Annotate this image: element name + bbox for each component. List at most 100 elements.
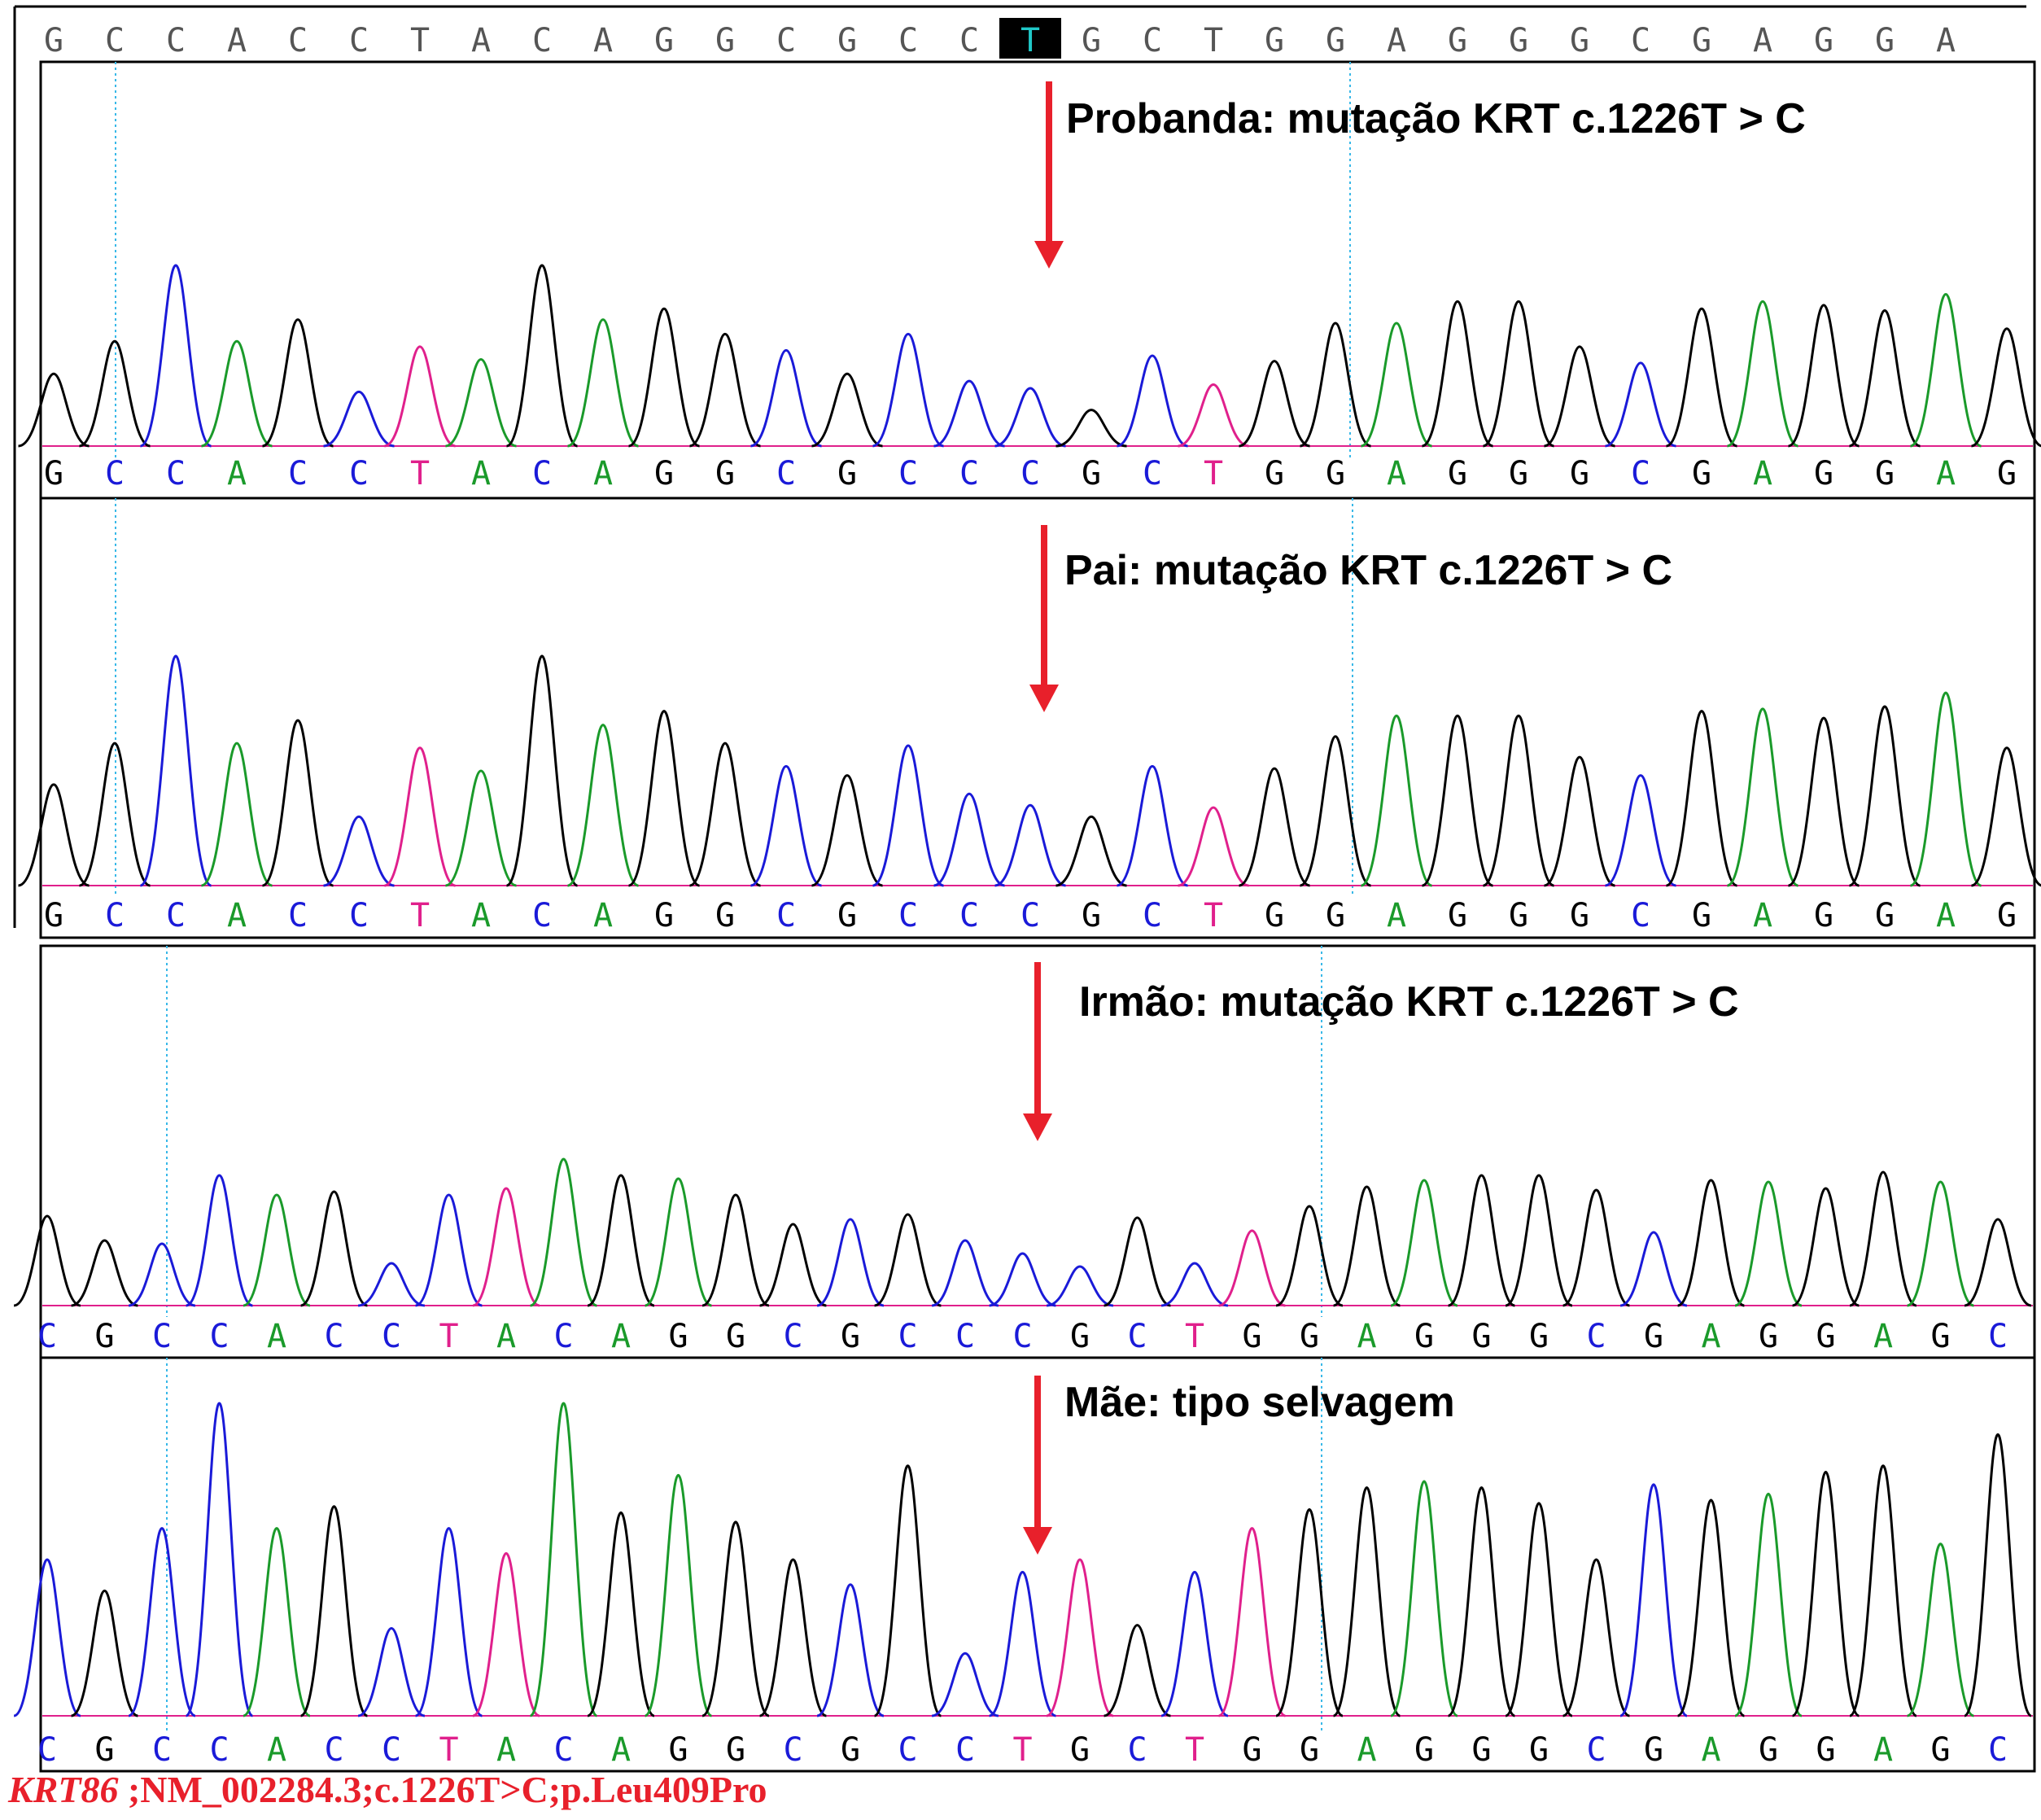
trace-peak — [811, 372, 883, 448]
trace-peak — [1046, 1265, 1114, 1307]
panel-probanda: G C C A C C T A C A G G C G C C C G C T G G A G G G C G A G G A G Proband… — [18, 60, 2041, 500]
trace-peak — [931, 1239, 999, 1307]
called-base: C — [1988, 1318, 2008, 1355]
reference-base: A — [1936, 22, 1956, 59]
trace-peak — [1791, 1470, 1860, 1717]
trace-peak — [1665, 710, 1738, 887]
called-base: G — [1997, 897, 2017, 934]
trace-peak — [1238, 767, 1311, 887]
reference-base: G — [1448, 22, 1467, 59]
reference-strip: G C C A C C T A C A G G C G C C T G C T G G A G G G C G A G G A — [13, 5, 2026, 928]
trace-peak — [994, 387, 1066, 448]
trace-peak — [688, 332, 762, 448]
called-base: A — [1701, 1318, 1720, 1355]
called-base: G — [1570, 897, 1589, 934]
called-base: G — [1570, 455, 1589, 492]
called-base: A — [1701, 1731, 1720, 1769]
trace-peak — [1906, 1542, 1975, 1717]
called-base: G — [1300, 1318, 1319, 1355]
trace-peak — [1104, 1216, 1171, 1307]
reference-base: A — [471, 22, 491, 59]
called-base: C — [1127, 1318, 1147, 1355]
trace-peak — [71, 1239, 138, 1307]
called-base: G — [841, 1318, 860, 1355]
trace-peak — [1482, 300, 1555, 448]
panel-label-probanda: Probanda: mutação KRT c.1226T > C — [1066, 95, 1806, 142]
trace-peak — [1505, 1502, 1573, 1717]
called-base: G — [1414, 1731, 1434, 1769]
trace-peak — [1849, 1464, 1917, 1717]
called-base: A — [1936, 455, 1956, 492]
called-base: C — [898, 455, 918, 492]
called-base: C — [1020, 897, 1040, 934]
called-base: G — [44, 897, 63, 934]
trace-peak — [816, 1218, 885, 1307]
called-base: C — [105, 455, 125, 492]
panel-label-pai: Pai: mutação KRT c.1226T > C — [1064, 547, 1672, 594]
called-base: C — [1988, 1731, 2008, 1769]
called-base: C — [166, 455, 186, 492]
trace-peak — [472, 1551, 540, 1717]
trace-peak — [811, 774, 883, 887]
called-base: C — [553, 1731, 573, 1769]
trace-peak — [1544, 345, 1615, 448]
trace-peak — [18, 783, 90, 887]
called-base: G — [1448, 897, 1467, 934]
called-base: G — [1471, 1731, 1491, 1769]
reference-base: C — [288, 22, 308, 59]
trace-peak — [566, 724, 640, 887]
called-base: T — [439, 1318, 458, 1355]
called-base: G — [1692, 455, 1711, 492]
called-base: C — [959, 455, 979, 492]
trace-peak — [1117, 354, 1188, 448]
panel-frame — [39, 497, 2036, 939]
trace-peak — [645, 1177, 712, 1307]
reference-base: T — [1204, 22, 1223, 59]
trace-peak — [1505, 1174, 1573, 1307]
trace-peak — [200, 742, 273, 887]
reference-base: A — [227, 22, 247, 59]
called-base: C — [1127, 1731, 1147, 1769]
trace-peak — [1217, 1527, 1287, 1717]
trace-peak — [1964, 1218, 2032, 1307]
trace-peak — [1421, 300, 1494, 448]
called-base: G — [654, 897, 674, 934]
trace-peak — [139, 264, 212, 448]
panel-mae: C G C C A C C T A C A G G C G C C T G C T G G A G G G C G A G G A G CMãe: … — [13, 1356, 2036, 1773]
called-base: A — [1357, 1731, 1376, 1769]
called-base: A — [1387, 455, 1406, 492]
reference-base: G — [1692, 22, 1711, 59]
trace-peak — [1970, 327, 2041, 448]
called-base: C — [783, 1318, 802, 1355]
trace-peak — [1360, 714, 1433, 887]
trace-peak — [566, 318, 640, 448]
called-base: G — [1070, 1318, 1090, 1355]
trace-peak — [13, 1214, 81, 1307]
panel-frame — [39, 1356, 2036, 1773]
called-base: A — [1753, 455, 1772, 492]
trace-peak — [701, 1193, 770, 1307]
called-base: C — [776, 897, 796, 934]
called-base: G — [1816, 1731, 1835, 1769]
caption-variant: ;NM_002284.3;c.1226T>C;p.Leu409Pro — [118, 1769, 767, 1810]
trace-peak — [323, 815, 395, 887]
trace-peak — [78, 742, 151, 887]
mutation-arrow-head — [1023, 1527, 1052, 1555]
trace-peak — [872, 744, 945, 887]
trace-peak — [1787, 716, 1860, 887]
trace-peak — [1619, 1483, 1688, 1717]
trace-peak — [1907, 1180, 1974, 1307]
trace-peak — [1239, 360, 1310, 448]
called-base: G — [837, 897, 857, 934]
trace-peak — [1218, 1229, 1286, 1307]
called-base: A — [611, 1731, 631, 1769]
trace-peak — [750, 348, 822, 448]
trace-peak — [1390, 1179, 1458, 1307]
trace-peak — [994, 803, 1066, 887]
trace-peak — [357, 1262, 426, 1307]
figure-caption: KRT86 ;NM_002284.3;c.1226T>C;p.Leu409Pro — [8, 1768, 767, 1811]
trace-peak — [1792, 1187, 1860, 1307]
trace-peak — [627, 307, 701, 448]
trace-peak — [323, 390, 395, 448]
trace-peak — [71, 1589, 138, 1717]
